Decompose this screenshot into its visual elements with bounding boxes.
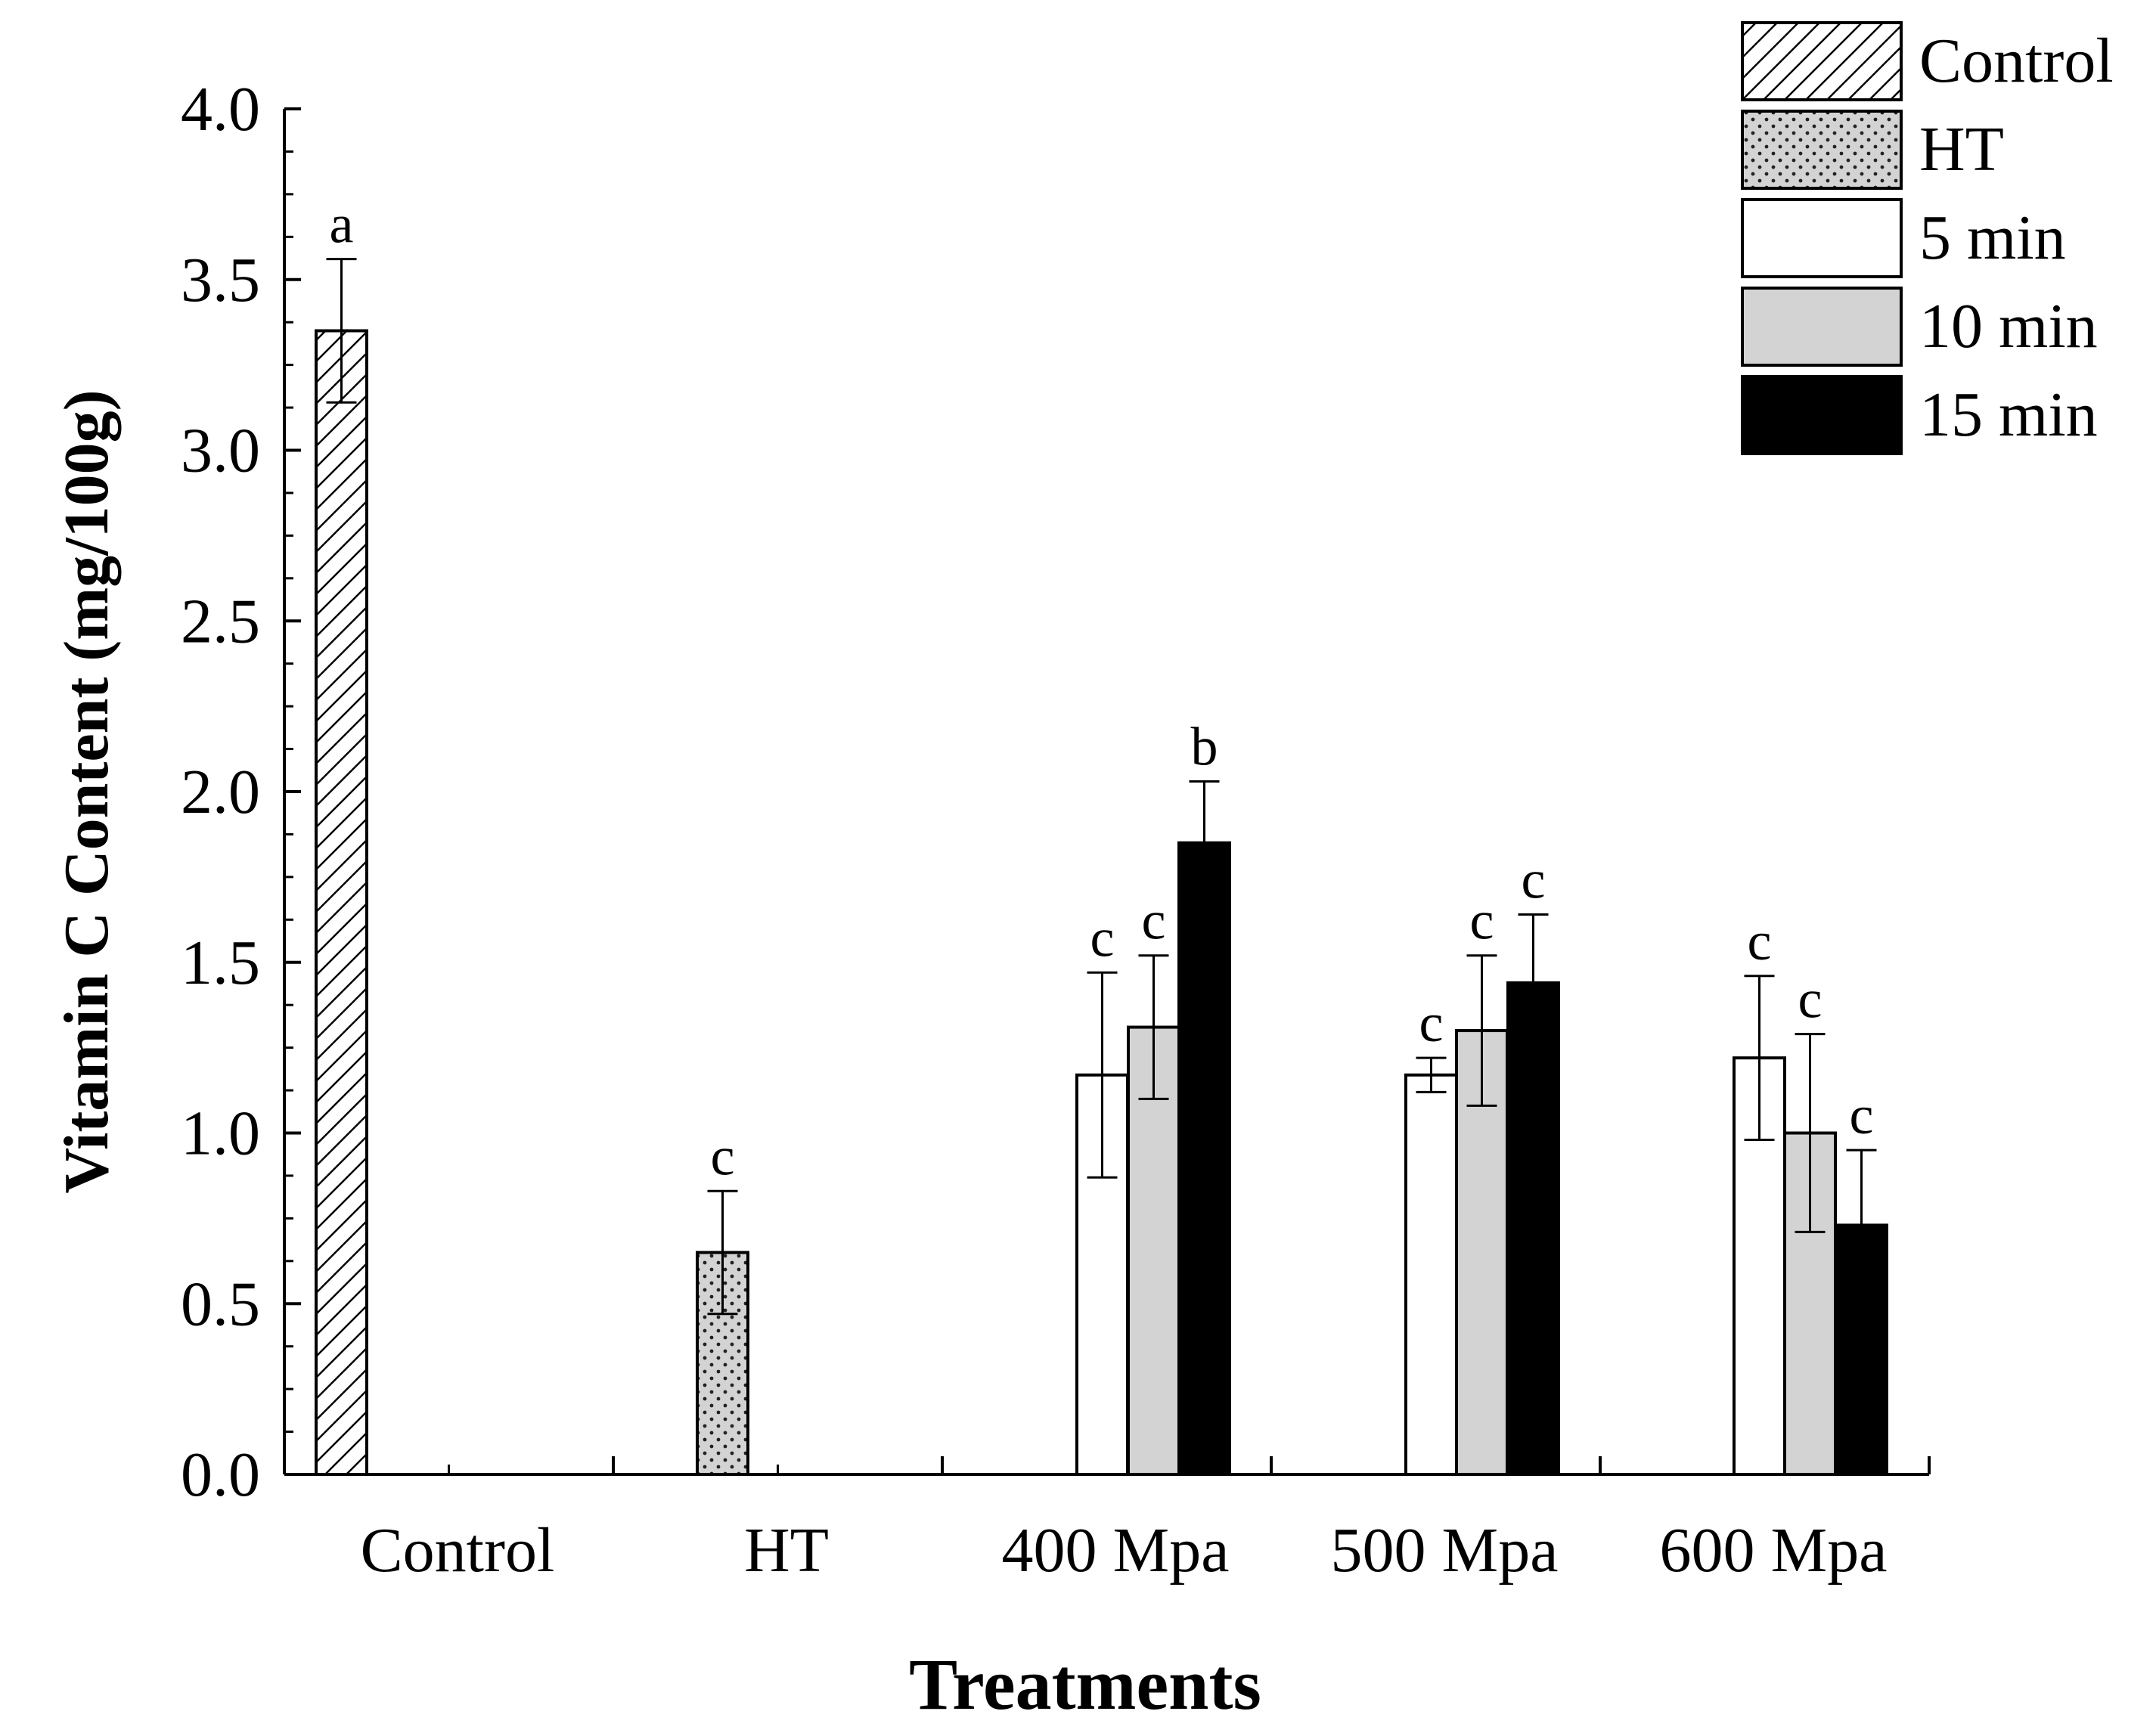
significance-letter: b	[1191, 716, 1218, 777]
y-tick-label: 1.0	[181, 1099, 260, 1169]
y-tick-label: 3.0	[181, 416, 260, 486]
legend-swatch-10-min	[1741, 287, 1903, 367]
legend-label-ht: HT	[1919, 114, 2004, 184]
legend-swatch-5-min	[1741, 198, 1903, 278]
legend-swatch-control	[1741, 21, 1903, 101]
legend-swatch-15-min	[1741, 375, 1903, 455]
significance-letter: c	[711, 1126, 735, 1186]
y-tick-label: 1.5	[181, 928, 260, 998]
significance-letter: c	[1748, 911, 1772, 972]
legend-label-15-min: 15 min	[1919, 380, 2098, 450]
y-tick-label: 0.5	[181, 1269, 260, 1339]
y-axis-title: Vitamin C Content (mg/100g)	[51, 389, 122, 1193]
axes-layer: 0.0 0.5 1.0 1.5 2.0 2.5 3.0 3.5 4.0	[181, 74, 1931, 1510]
labels-layer: Control HT 400 Mpa 500 Mpa 600 Mpa Treatments…	[51, 194, 1887, 1725]
significance-letter: c	[1798, 969, 1823, 1030]
y-tick-label: 3.5	[181, 245, 260, 315]
legend-label-5-min: 5 min	[1919, 203, 2066, 273]
bar-15-min	[1506, 981, 1560, 1476]
legend-label-10-min: 10 min	[1919, 291, 2098, 361]
bars-layer	[315, 258, 1888, 1477]
legend-swatch-ht	[1741, 110, 1903, 190]
x-category-label: HT	[744, 1515, 829, 1586]
bar-5-min	[1404, 1073, 1458, 1476]
significance-letter: c	[1850, 1085, 1874, 1145]
significance-letter: c	[1522, 850, 1546, 910]
legend-label-control: Control	[1919, 26, 2114, 96]
significance-letter: c	[1090, 907, 1115, 968]
x-category-label: 500 Mpa	[1331, 1515, 1559, 1586]
significance-letter: a	[330, 194, 354, 255]
x-category-label: Control	[361, 1515, 555, 1586]
x-category-label: 400 Mpa	[1002, 1515, 1230, 1586]
bar-ht	[696, 1251, 749, 1477]
significance-letter: c	[1142, 891, 1166, 951]
y-tick-label: 0.0	[181, 1440, 260, 1510]
y-tick-label: 2.0	[181, 757, 260, 827]
bar-control	[315, 329, 368, 1477]
x-category-label: 600 Mpa	[1660, 1515, 1888, 1586]
significance-letter: c	[1419, 993, 1444, 1053]
bar-15-min	[1177, 841, 1231, 1476]
x-axis-title: Treatments	[909, 1644, 1261, 1725]
y-tick-label: 4.0	[181, 74, 260, 144]
significance-letter: c	[1470, 891, 1494, 951]
legend: Control HT 5 min 10 min 15 min	[1741, 21, 2114, 455]
y-tick-label: 2.5	[181, 586, 260, 656]
